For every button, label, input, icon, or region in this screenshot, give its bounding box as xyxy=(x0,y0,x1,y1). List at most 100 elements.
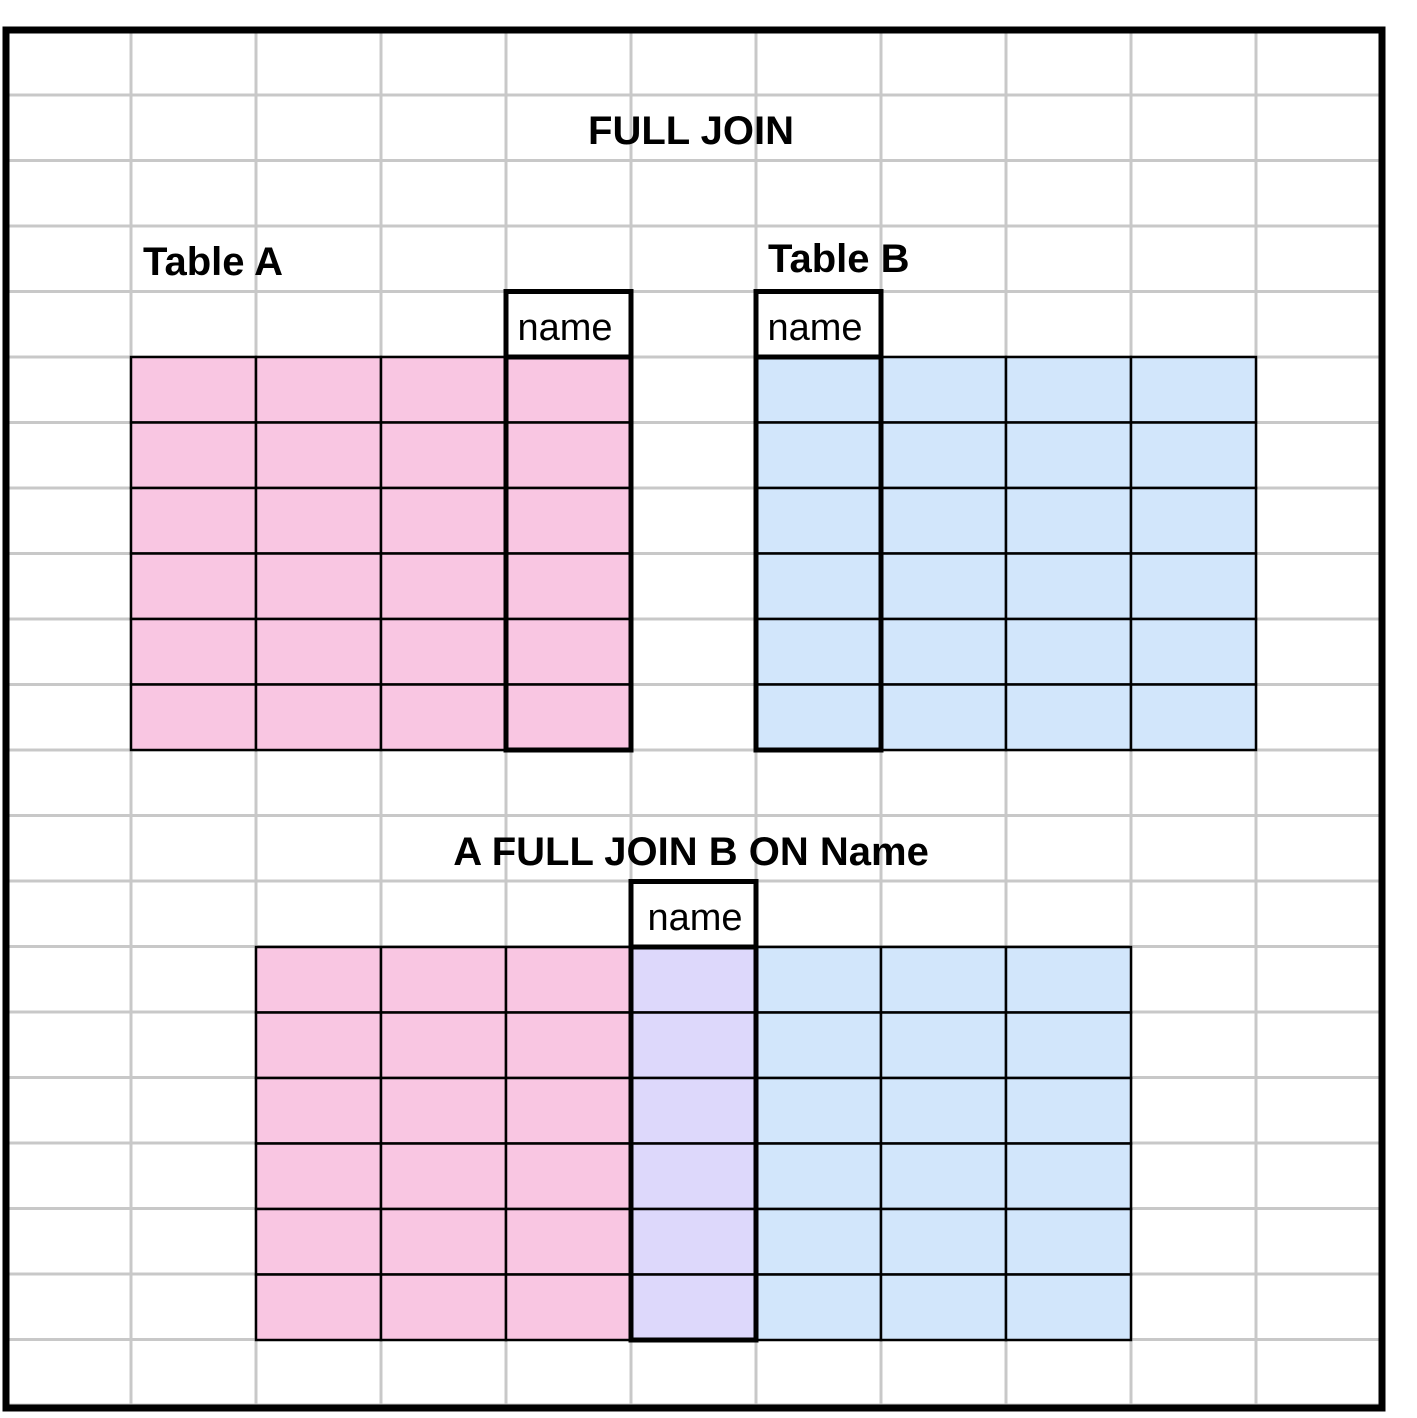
table-a xyxy=(129,289,634,753)
table-b-cell xyxy=(879,421,1008,490)
result-key-header: name xyxy=(647,897,742,939)
table-b-cell xyxy=(879,355,1008,424)
table-b-cell xyxy=(1129,355,1258,424)
table-a-cell xyxy=(129,486,258,555)
table-a-cell xyxy=(504,617,633,686)
table-a-cell xyxy=(129,355,258,424)
result-cell xyxy=(879,1011,1008,1080)
result-cell xyxy=(629,945,758,1014)
result-cell xyxy=(504,1207,633,1276)
table-a-cell xyxy=(129,421,258,490)
result-cell xyxy=(879,1076,1008,1145)
table-b-key-column-outline xyxy=(753,289,884,753)
table-a-cell xyxy=(254,552,383,621)
result-cell xyxy=(379,945,508,1014)
table-b-cell xyxy=(1129,552,1258,621)
result-table xyxy=(254,879,1133,1343)
table-a-cell xyxy=(379,421,508,490)
result-cell xyxy=(754,1142,883,1211)
result-cell xyxy=(504,945,633,1014)
table-a-cell xyxy=(129,617,258,686)
result-cell xyxy=(629,1273,758,1342)
table-b-cell xyxy=(1129,617,1258,686)
result-cell xyxy=(379,1142,508,1211)
table-b-cell xyxy=(1004,421,1133,490)
table-a-label: Table A xyxy=(143,240,283,284)
table-a-cell xyxy=(504,683,633,752)
table-a-cell xyxy=(254,421,383,490)
table-b-cell xyxy=(754,683,883,752)
diagram-title: FULL JOIN xyxy=(588,109,794,153)
result-cell xyxy=(254,1076,383,1145)
result-cell xyxy=(754,1076,883,1145)
result-cell xyxy=(379,1076,508,1145)
result-cell xyxy=(254,1011,383,1080)
result-cell xyxy=(629,1076,758,1145)
result-cell xyxy=(504,1076,633,1145)
table-b-cell xyxy=(879,683,1008,752)
table-a-key-header: name xyxy=(517,307,612,349)
result-cell xyxy=(254,1142,383,1211)
table-a-cell xyxy=(504,355,633,424)
table-b-cell xyxy=(754,355,883,424)
table-a-cell xyxy=(254,617,383,686)
table-a-cell xyxy=(379,617,508,686)
result-cell xyxy=(504,1011,633,1080)
table-b-cell xyxy=(879,617,1008,686)
result-cell xyxy=(254,1273,383,1342)
result-cell xyxy=(629,1142,758,1211)
result-cell xyxy=(1004,1076,1133,1145)
table-b-cell xyxy=(754,486,883,555)
result-cell xyxy=(254,945,383,1014)
result-cell xyxy=(754,1273,883,1342)
result-cell xyxy=(379,1011,508,1080)
result-cell xyxy=(504,1142,633,1211)
result-cell xyxy=(879,1273,1008,1342)
outer-frame xyxy=(2,26,1386,1412)
table-a-cell xyxy=(254,355,383,424)
table-a-cell xyxy=(504,421,633,490)
table-a-cell xyxy=(254,683,383,752)
result-cell xyxy=(879,1207,1008,1276)
table-a-cell xyxy=(504,552,633,621)
result-cell xyxy=(379,1207,508,1276)
result-cell xyxy=(754,945,883,1014)
table-a-cell xyxy=(129,552,258,621)
result-cell xyxy=(629,1011,758,1080)
table-a-cell xyxy=(504,486,633,555)
table-b-cell xyxy=(1004,355,1133,424)
table-b-key-header: name xyxy=(767,307,862,349)
table-b-cell xyxy=(1129,421,1258,490)
result-cell xyxy=(1004,1273,1133,1342)
table-b-cell xyxy=(1129,486,1258,555)
table-b-cell xyxy=(879,486,1008,555)
table-a-cell xyxy=(379,552,508,621)
result-cell xyxy=(504,1273,633,1342)
result-cell xyxy=(1004,1142,1133,1211)
table-a-key-column-outline xyxy=(503,289,634,753)
result-cell xyxy=(754,1011,883,1080)
table-a-cell xyxy=(379,486,508,555)
result-cell xyxy=(754,1207,883,1276)
table-b-cell xyxy=(1004,486,1133,555)
result-cell xyxy=(1004,1011,1133,1080)
table-b-cell xyxy=(1004,552,1133,621)
table-a-cell xyxy=(379,683,508,752)
table-a-cell xyxy=(129,683,258,752)
table-b-key-header-cell xyxy=(753,289,884,360)
result-cell xyxy=(379,1273,508,1342)
table-b-cell xyxy=(1004,683,1133,752)
table-b-cell xyxy=(1129,683,1258,752)
table-b-cell xyxy=(754,421,883,490)
table-b-cell xyxy=(754,617,883,686)
result-cell xyxy=(629,1207,758,1276)
table-a-cell xyxy=(379,355,508,424)
result-cell xyxy=(879,1142,1008,1211)
result-cell xyxy=(1004,945,1133,1014)
table-b xyxy=(753,289,1258,753)
result-label: A FULL JOIN B ON Name xyxy=(453,830,929,874)
result-key-column-outline xyxy=(628,879,759,1343)
table-b-cell xyxy=(879,552,1008,621)
result-cell xyxy=(1004,1207,1133,1276)
